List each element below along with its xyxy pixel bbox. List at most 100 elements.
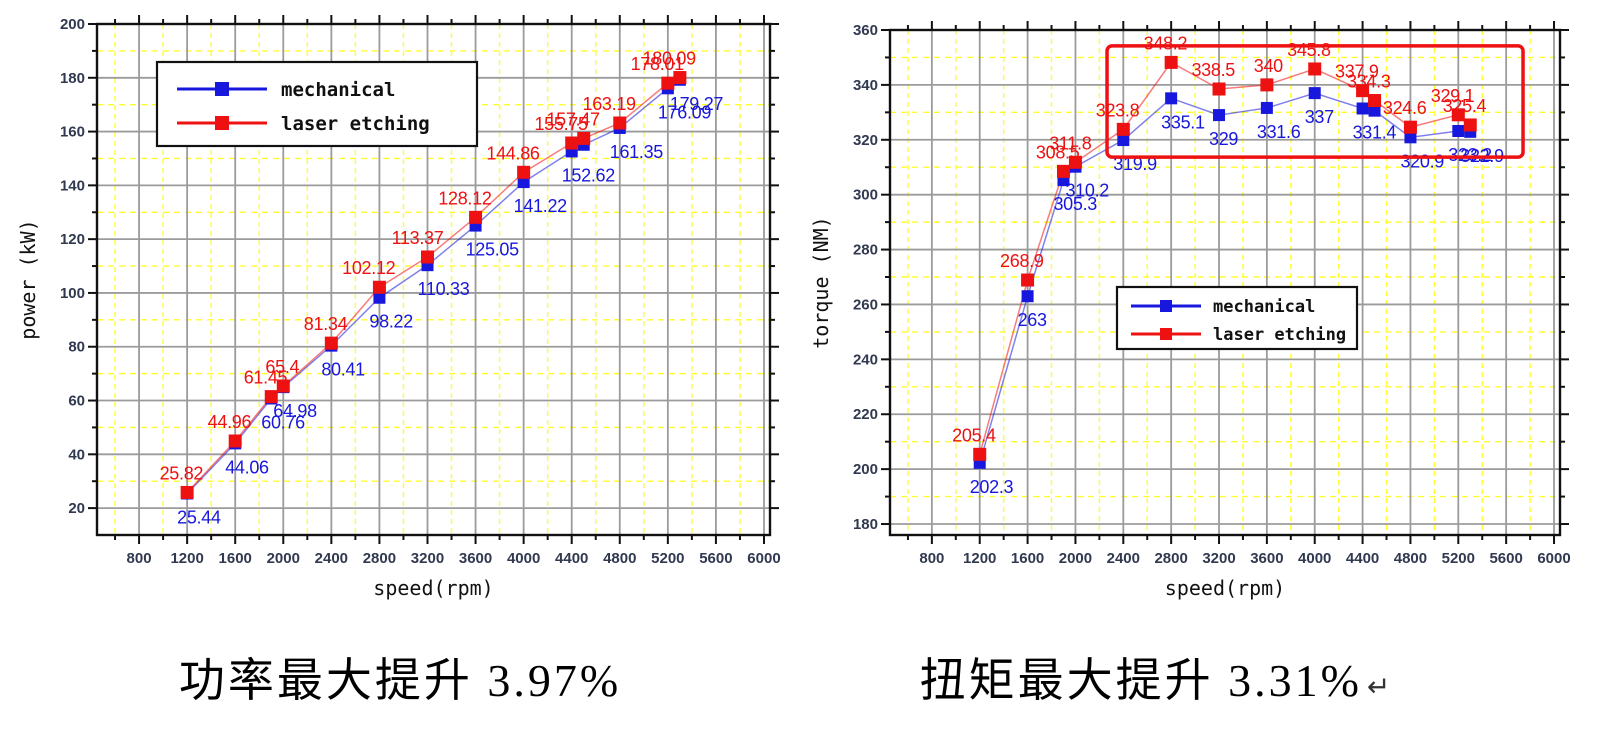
svg-text:325.4: 325.4 <box>1443 96 1487 116</box>
svg-text:202.3: 202.3 <box>970 477 1014 497</box>
svg-text:310.2: 310.2 <box>1065 181 1109 201</box>
svg-text:1600: 1600 <box>219 550 252 567</box>
legend: mechanical laser etching <box>1115 285 1359 351</box>
svg-text:2800: 2800 <box>1154 550 1187 567</box>
svg-text:5600: 5600 <box>1489 550 1522 567</box>
svg-text:155.75: 155.75 <box>534 114 588 134</box>
svg-text:324.6: 324.6 <box>1383 98 1427 118</box>
svg-text:4000: 4000 <box>1298 550 1331 567</box>
y-axis-title: power (kW) <box>16 219 40 339</box>
svg-text:360: 360 <box>853 22 878 39</box>
svg-text:800: 800 <box>127 550 152 567</box>
svg-text:125.05: 125.05 <box>466 240 520 260</box>
svg-text:102.12: 102.12 <box>342 258 396 278</box>
svg-text:60.76: 60.76 <box>261 412 305 432</box>
svg-text:20: 20 <box>68 500 85 517</box>
svg-text:2400: 2400 <box>315 550 348 567</box>
svg-text:3600: 3600 <box>1250 550 1283 567</box>
svg-text:200: 200 <box>853 461 878 478</box>
svg-text:334.3: 334.3 <box>1347 72 1391 92</box>
svg-text:180: 180 <box>60 70 85 87</box>
svg-text:2400: 2400 <box>1107 550 1140 567</box>
svg-text:338.5: 338.5 <box>1191 60 1235 80</box>
caption-torque-text: 扭矩最大提升 3.31% <box>919 655 1362 706</box>
svg-text:2800: 2800 <box>363 550 396 567</box>
svg-text:5200: 5200 <box>1442 550 1475 567</box>
svg-text:280: 280 <box>853 242 878 259</box>
svg-text:100: 100 <box>60 285 85 302</box>
svg-text:337: 337 <box>1305 107 1334 127</box>
svg-text:1600: 1600 <box>1011 550 1044 567</box>
svg-text:64.98: 64.98 <box>273 401 317 421</box>
svg-text:220: 220 <box>853 406 878 423</box>
svg-text:260: 260 <box>853 296 878 313</box>
legend-label: mechanical <box>1213 297 1315 317</box>
svg-text:319.9: 319.9 <box>1113 154 1157 174</box>
svg-text:176.09: 176.09 <box>658 102 712 122</box>
legend-marker-sample <box>1160 328 1172 340</box>
x-axis-title: speed(rpm) <box>1165 576 1285 600</box>
svg-text:4800: 4800 <box>1394 550 1427 567</box>
svg-text:5600: 5600 <box>699 550 732 567</box>
legend-marker-sample <box>215 116 229 130</box>
svg-text:331.6: 331.6 <box>1257 122 1301 142</box>
svg-text:200: 200 <box>60 16 85 33</box>
return-mark: ↵ <box>1366 672 1391 703</box>
torque-vs-speed-chart: 800 1200 1600 2000 2400 2800 3200 3600 4000 4400 4… <box>809 21 1571 600</box>
svg-text:180: 180 <box>853 516 878 533</box>
svg-text:179.27: 179.27 <box>670 94 724 114</box>
svg-text:113.37: 113.37 <box>392 228 444 248</box>
svg-text:320: 320 <box>853 132 878 149</box>
series-markers-laser-etching <box>973 55 1477 461</box>
svg-text:331.4: 331.4 <box>1353 122 1397 142</box>
svg-text:4800: 4800 <box>603 550 636 567</box>
svg-text:163.19: 163.19 <box>583 94 637 114</box>
tick-labels: 800 1200 1600 2000 2400 2800 3200 3600 4000 4400 4… <box>60 16 781 567</box>
svg-text:3600: 3600 <box>459 550 492 567</box>
svg-text:3200: 3200 <box>411 550 444 567</box>
svg-text:335.1: 335.1 <box>1161 112 1205 132</box>
svg-text:80: 80 <box>68 339 85 356</box>
svg-text:329.1: 329.1 <box>1431 86 1475 106</box>
svg-text:320.9: 320.9 <box>1400 151 1444 171</box>
legend: mechanical laser etching <box>155 60 479 148</box>
svg-text:323.2: 323.2 <box>1448 145 1492 165</box>
legend-marker-sample <box>1160 300 1172 312</box>
svg-text:65.4: 65.4 <box>265 357 299 377</box>
legend-label: laser etching <box>1213 325 1346 345</box>
svg-text:6000: 6000 <box>747 550 780 567</box>
axis-ticks <box>88 15 779 544</box>
svg-text:98.22: 98.22 <box>369 312 413 332</box>
svg-text:800: 800 <box>919 550 944 567</box>
svg-text:1200: 1200 <box>170 550 203 567</box>
svg-text:4000: 4000 <box>507 550 540 567</box>
legend-marker-sample <box>215 82 229 96</box>
svg-text:25.82: 25.82 <box>160 463 204 483</box>
svg-text:160: 160 <box>60 124 85 141</box>
svg-text:1200: 1200 <box>963 550 996 567</box>
svg-text:340: 340 <box>1254 56 1283 76</box>
caption-torque: 扭矩最大提升 3.31% ↵ <box>830 644 1480 710</box>
svg-text:61.45: 61.45 <box>244 368 288 388</box>
svg-text:340: 340 <box>853 77 878 94</box>
svg-text:4400: 4400 <box>1346 550 1379 567</box>
svg-text:128.12: 128.12 <box>438 188 492 208</box>
svg-text:345.8: 345.8 <box>1287 40 1331 60</box>
svg-text:2000: 2000 <box>1059 550 1092 567</box>
svg-text:81.34: 81.34 <box>304 314 348 334</box>
svg-text:161.35: 161.35 <box>610 142 664 162</box>
svg-text:5200: 5200 <box>651 550 684 567</box>
plot-frame <box>888 28 1562 537</box>
svg-text:25.44: 25.44 <box>177 507 221 527</box>
svg-text:44.96: 44.96 <box>208 412 252 432</box>
plot-frame <box>95 22 772 537</box>
series-markers-laser-etching <box>180 71 687 499</box>
legend-box <box>1115 285 1359 351</box>
svg-text:6000: 6000 <box>1537 550 1570 567</box>
y-axis-title: torque (NM) <box>809 216 833 348</box>
svg-text:60: 60 <box>68 393 85 410</box>
svg-text:120: 120 <box>60 231 85 248</box>
